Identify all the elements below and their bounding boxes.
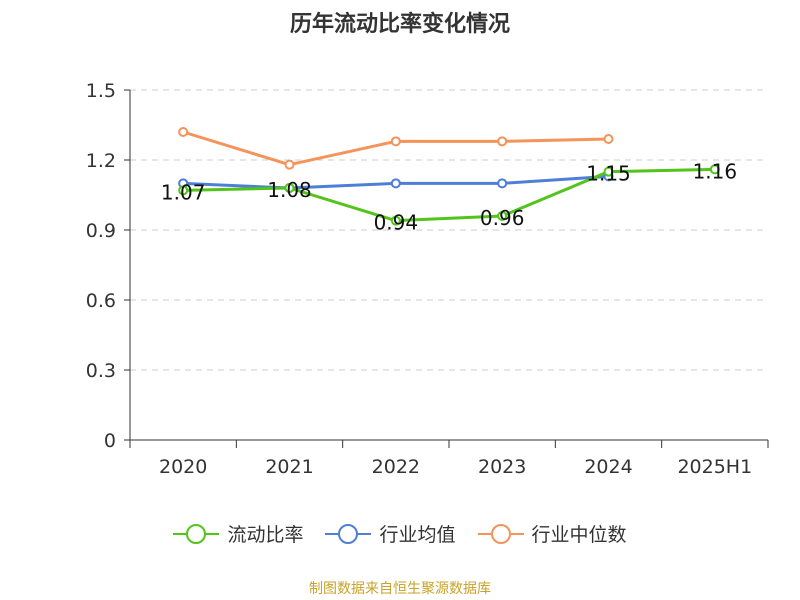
- y-tick-label: 0.6: [86, 290, 116, 312]
- data-label: 1.16: [693, 159, 738, 183]
- x-tick-label: 2023: [478, 456, 526, 478]
- data-point: [390, 215, 401, 226]
- data-label: 1.07: [161, 180, 206, 204]
- x-tick-label: 2022: [372, 456, 420, 478]
- data-point: [603, 166, 614, 177]
- data-point: [390, 136, 401, 147]
- chart-title: 历年流动比率变化情况: [289, 12, 510, 37]
- source-note: 制图数据来自恒生聚源数据库: [309, 581, 491, 597]
- series-line-0: [183, 167, 715, 223]
- legend-label-current-ratio: 流动比率: [227, 524, 304, 546]
- data-point: [284, 159, 295, 170]
- legend-industry-avg-icon: [325, 523, 372, 544]
- data-point: [497, 211, 508, 221]
- data-point: [603, 134, 614, 144]
- data-point: [390, 178, 401, 189]
- chart-legend: 流动比率 行业均值 行业中位数: [0, 520, 800, 547]
- legend-industry-median-icon: [477, 523, 524, 544]
- y-tick-label: 1.2: [86, 150, 116, 172]
- y-tick-label: 0.3: [86, 360, 116, 382]
- data-label: 0.96: [480, 206, 525, 230]
- data-point: [178, 127, 189, 137]
- data-point: [497, 178, 508, 189]
- data-point: [178, 185, 189, 196]
- x-tick-label: 2021: [265, 456, 313, 478]
- data-label: 1.15: [586, 162, 631, 186]
- data-point: [497, 136, 508, 147]
- x-tick-label: 2025H1: [677, 456, 752, 478]
- y-tick-label: 0.9: [86, 220, 116, 242]
- data-point: [284, 183, 295, 193]
- data-label: 1.08: [267, 178, 312, 202]
- legend-item-industry-median[interactable]: 行业中位数: [477, 520, 627, 547]
- y-tick-label: 0: [104, 430, 116, 452]
- legend-current-ratio-icon: [173, 523, 220, 544]
- data-point: [709, 164, 720, 175]
- legend-item-industry-avg[interactable]: 行业均值: [325, 520, 456, 547]
- legend-item-current-ratio[interactable]: 流动比率: [173, 520, 303, 547]
- legend-label-industry-avg: 行业均值: [379, 524, 456, 546]
- legend-label-industry-median: 行业中位数: [531, 524, 627, 546]
- x-tick-label: 2024: [584, 456, 632, 478]
- y-tick-label: 1.5: [86, 80, 116, 102]
- data-label: 0.94: [374, 211, 419, 235]
- x-tick-label: 2020: [159, 456, 207, 478]
